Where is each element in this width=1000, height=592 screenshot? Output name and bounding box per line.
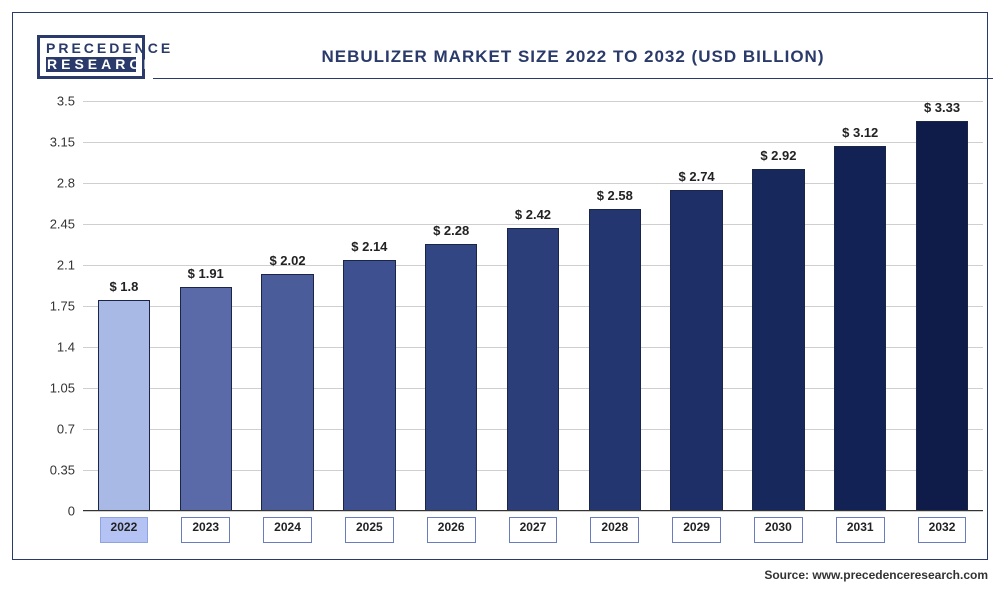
- x-label-cell: 2024: [247, 517, 329, 543]
- y-tick-label: 0.35: [50, 463, 75, 478]
- bar: [589, 209, 641, 511]
- bar-group: $ 3.12: [819, 101, 901, 511]
- bar: [261, 274, 313, 511]
- bar-group: $ 2.28: [410, 101, 492, 511]
- gridline: [83, 511, 983, 512]
- bar: [834, 146, 886, 511]
- bar-value-label: $ 2.02: [269, 253, 305, 268]
- y-tick-label: 2.1: [57, 258, 75, 273]
- bar-group: $ 2.74: [656, 101, 738, 511]
- y-tick-label: 1.4: [57, 340, 75, 355]
- bar-value-label: $ 3.12: [842, 125, 878, 140]
- bar-group: $ 1.8: [83, 101, 165, 511]
- x-axis-labels: 2022 2023 2024 2025 2026 2027 2028 2029 2030 2031…: [83, 517, 983, 543]
- bar: [98, 300, 150, 511]
- x-label-cell: 2031: [819, 517, 901, 543]
- source-attribution: Source: www.precedenceresearch.com: [0, 568, 988, 582]
- x-axis-category-label: 2025: [345, 517, 394, 543]
- x-label-cell: 2022: [83, 517, 165, 543]
- logo-line2: RESEARCH: [46, 57, 136, 72]
- x-label-cell: 2027: [492, 517, 574, 543]
- bar: [752, 169, 804, 511]
- bar-value-label: $ 2.74: [679, 169, 715, 184]
- x-label-cell: 2029: [656, 517, 738, 543]
- x-axis-category-label: 2028: [590, 517, 639, 543]
- bar-value-label: $ 2.92: [760, 148, 796, 163]
- y-tick-label: 3.5: [57, 94, 75, 109]
- y-tick-label: 2.45: [50, 217, 75, 232]
- bar-group: $ 2.92: [738, 101, 820, 511]
- x-axis-category-label: 2024: [263, 517, 312, 543]
- bar-value-label: $ 2.58: [597, 188, 633, 203]
- y-tick-label: 1.05: [50, 381, 75, 396]
- x-label-cell: 2032: [901, 517, 983, 543]
- plot-area: 00.350.71.051.41.752.12.452.83.153.5 $ 1…: [83, 101, 983, 511]
- bar-value-label: $ 2.28: [433, 223, 469, 238]
- x-axis-category-label: 2031: [836, 517, 885, 543]
- bar: [180, 287, 232, 511]
- x-axis-category-label: 2022: [100, 517, 149, 543]
- chart-title: NEBULIZER MARKET SIZE 2022 TO 2032 (USD …: [322, 47, 825, 67]
- chart-frame: PRECEDENCE RESEARCH NEBULIZER MARKET SIZ…: [12, 12, 988, 560]
- x-label-cell: 2026: [410, 517, 492, 543]
- y-tick-label: 0.7: [57, 422, 75, 437]
- x-axis-category-label: 2026: [427, 517, 476, 543]
- x-label-cell: 2030: [738, 517, 820, 543]
- y-tick-label: 3.15: [50, 135, 75, 150]
- bar-group: $ 2.02: [247, 101, 329, 511]
- bar-group: $ 2.14: [328, 101, 410, 511]
- x-axis-line: [83, 510, 983, 511]
- bar-group: $ 2.58: [574, 101, 656, 511]
- bar-value-label: $ 2.42: [515, 207, 551, 222]
- x-label-cell: 2023: [165, 517, 247, 543]
- x-axis-category-label: 2027: [509, 517, 558, 543]
- x-label-cell: 2028: [574, 517, 656, 543]
- bar-value-label: $ 2.14: [351, 239, 387, 254]
- bar-group: $ 3.33: [901, 101, 983, 511]
- bar-group: $ 1.91: [165, 101, 247, 511]
- x-axis-category-label: 2023: [181, 517, 230, 543]
- bar: [507, 228, 559, 511]
- bar: [343, 260, 395, 511]
- x-axis-category-label: 2029: [672, 517, 721, 543]
- bar: [670, 190, 722, 511]
- x-axis-category-label: 2030: [754, 517, 803, 543]
- bar: [425, 244, 477, 511]
- title-bar: NEBULIZER MARKET SIZE 2022 TO 2032 (USD …: [153, 35, 993, 79]
- x-label-cell: 2025: [328, 517, 410, 543]
- bar: [916, 121, 968, 511]
- y-tick-label: 2.8: [57, 176, 75, 191]
- y-tick-label: 0: [68, 504, 75, 519]
- bar-value-label: $ 1.91: [188, 266, 224, 281]
- bar-group: $ 2.42: [492, 101, 574, 511]
- y-tick-label: 1.75: [50, 299, 75, 314]
- logo: PRECEDENCE RESEARCH: [37, 35, 145, 79]
- x-axis-category-label: 2032: [918, 517, 967, 543]
- logo-line1: PRECEDENCE: [46, 41, 136, 56]
- bars-container: $ 1.8 $ 1.91 $ 2.02 $ 2.14 $ 2.28 $ 2.42 $ 2.5…: [83, 101, 983, 511]
- bar-value-label: $ 1.8: [109, 279, 138, 294]
- bar-value-label: $ 3.33: [924, 100, 960, 115]
